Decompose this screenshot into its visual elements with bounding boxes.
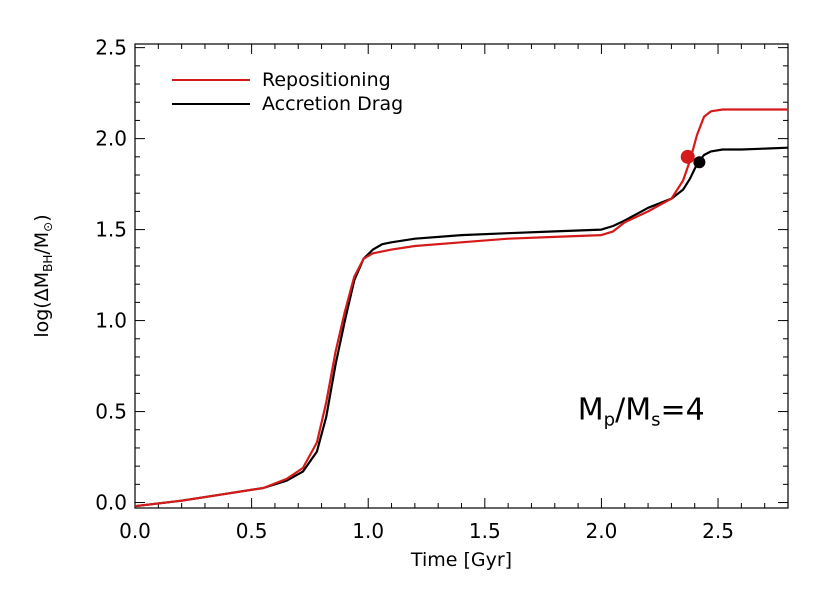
series-markers (680, 149, 706, 169)
tick-labels: 0.0 0.5 1.0 1.5 2.0 2.5 0.0 0.5 1.0 1.5 2.0 2.5 (95, 36, 734, 543)
y-tick-label: 2.0 (95, 127, 127, 151)
legend-label-repositioning: Repositioning (262, 69, 391, 91)
y-axis-label: log(ΔMBH/M⊙) (31, 214, 55, 337)
x-tick-label: 1.0 (352, 519, 384, 543)
legend: Repositioning Accretion Drag (172, 69, 403, 115)
y-axis-label-prefix: log(ΔM (31, 272, 53, 338)
x-tick-label: 0.0 (119, 519, 151, 543)
axis-ticks (134, 44, 789, 508)
series-lines (134, 108, 789, 508)
annotation-slash-m: /M (615, 393, 651, 428)
series-line-accretion-drag (134, 146, 789, 508)
annotation-sub-s: s (651, 410, 660, 431)
annotation-sub-p: p (604, 410, 615, 431)
y-axis-label-sub2: ⊙ (41, 222, 55, 232)
annotation-m: M (578, 393, 604, 428)
legend-label-accretion-drag: Accretion Drag (262, 93, 403, 115)
y-tick-label: 0.5 (95, 400, 127, 424)
x-tick-label: 2.0 (586, 519, 618, 543)
x-tick-label: 1.5 (469, 519, 501, 543)
plot-frame (134, 43, 789, 509)
y-axis-label-mid: /M (31, 232, 53, 255)
marker-repositioning (680, 149, 695, 164)
y-axis-label-sub1: BH (41, 255, 55, 272)
y-tick-label: 0.0 (95, 491, 127, 515)
mass-ratio-annotation: Mp/Ms=4 (578, 393, 705, 431)
series-line-repositioning (134, 108, 788, 508)
y-tick-label: 1.5 (95, 218, 127, 242)
y-tick-label: 2.5 (95, 36, 127, 60)
y-tick-label: 1.0 (95, 309, 127, 333)
x-axis-label: Time [Gyr] (410, 549, 512, 571)
annotation-equals: =4 (660, 393, 704, 428)
y-axis-label-suffix: ) (31, 214, 53, 221)
x-tick-label: 0.5 (236, 519, 268, 543)
marker-accretion-drag (693, 156, 706, 169)
x-tick-label: 2.5 (702, 519, 734, 543)
